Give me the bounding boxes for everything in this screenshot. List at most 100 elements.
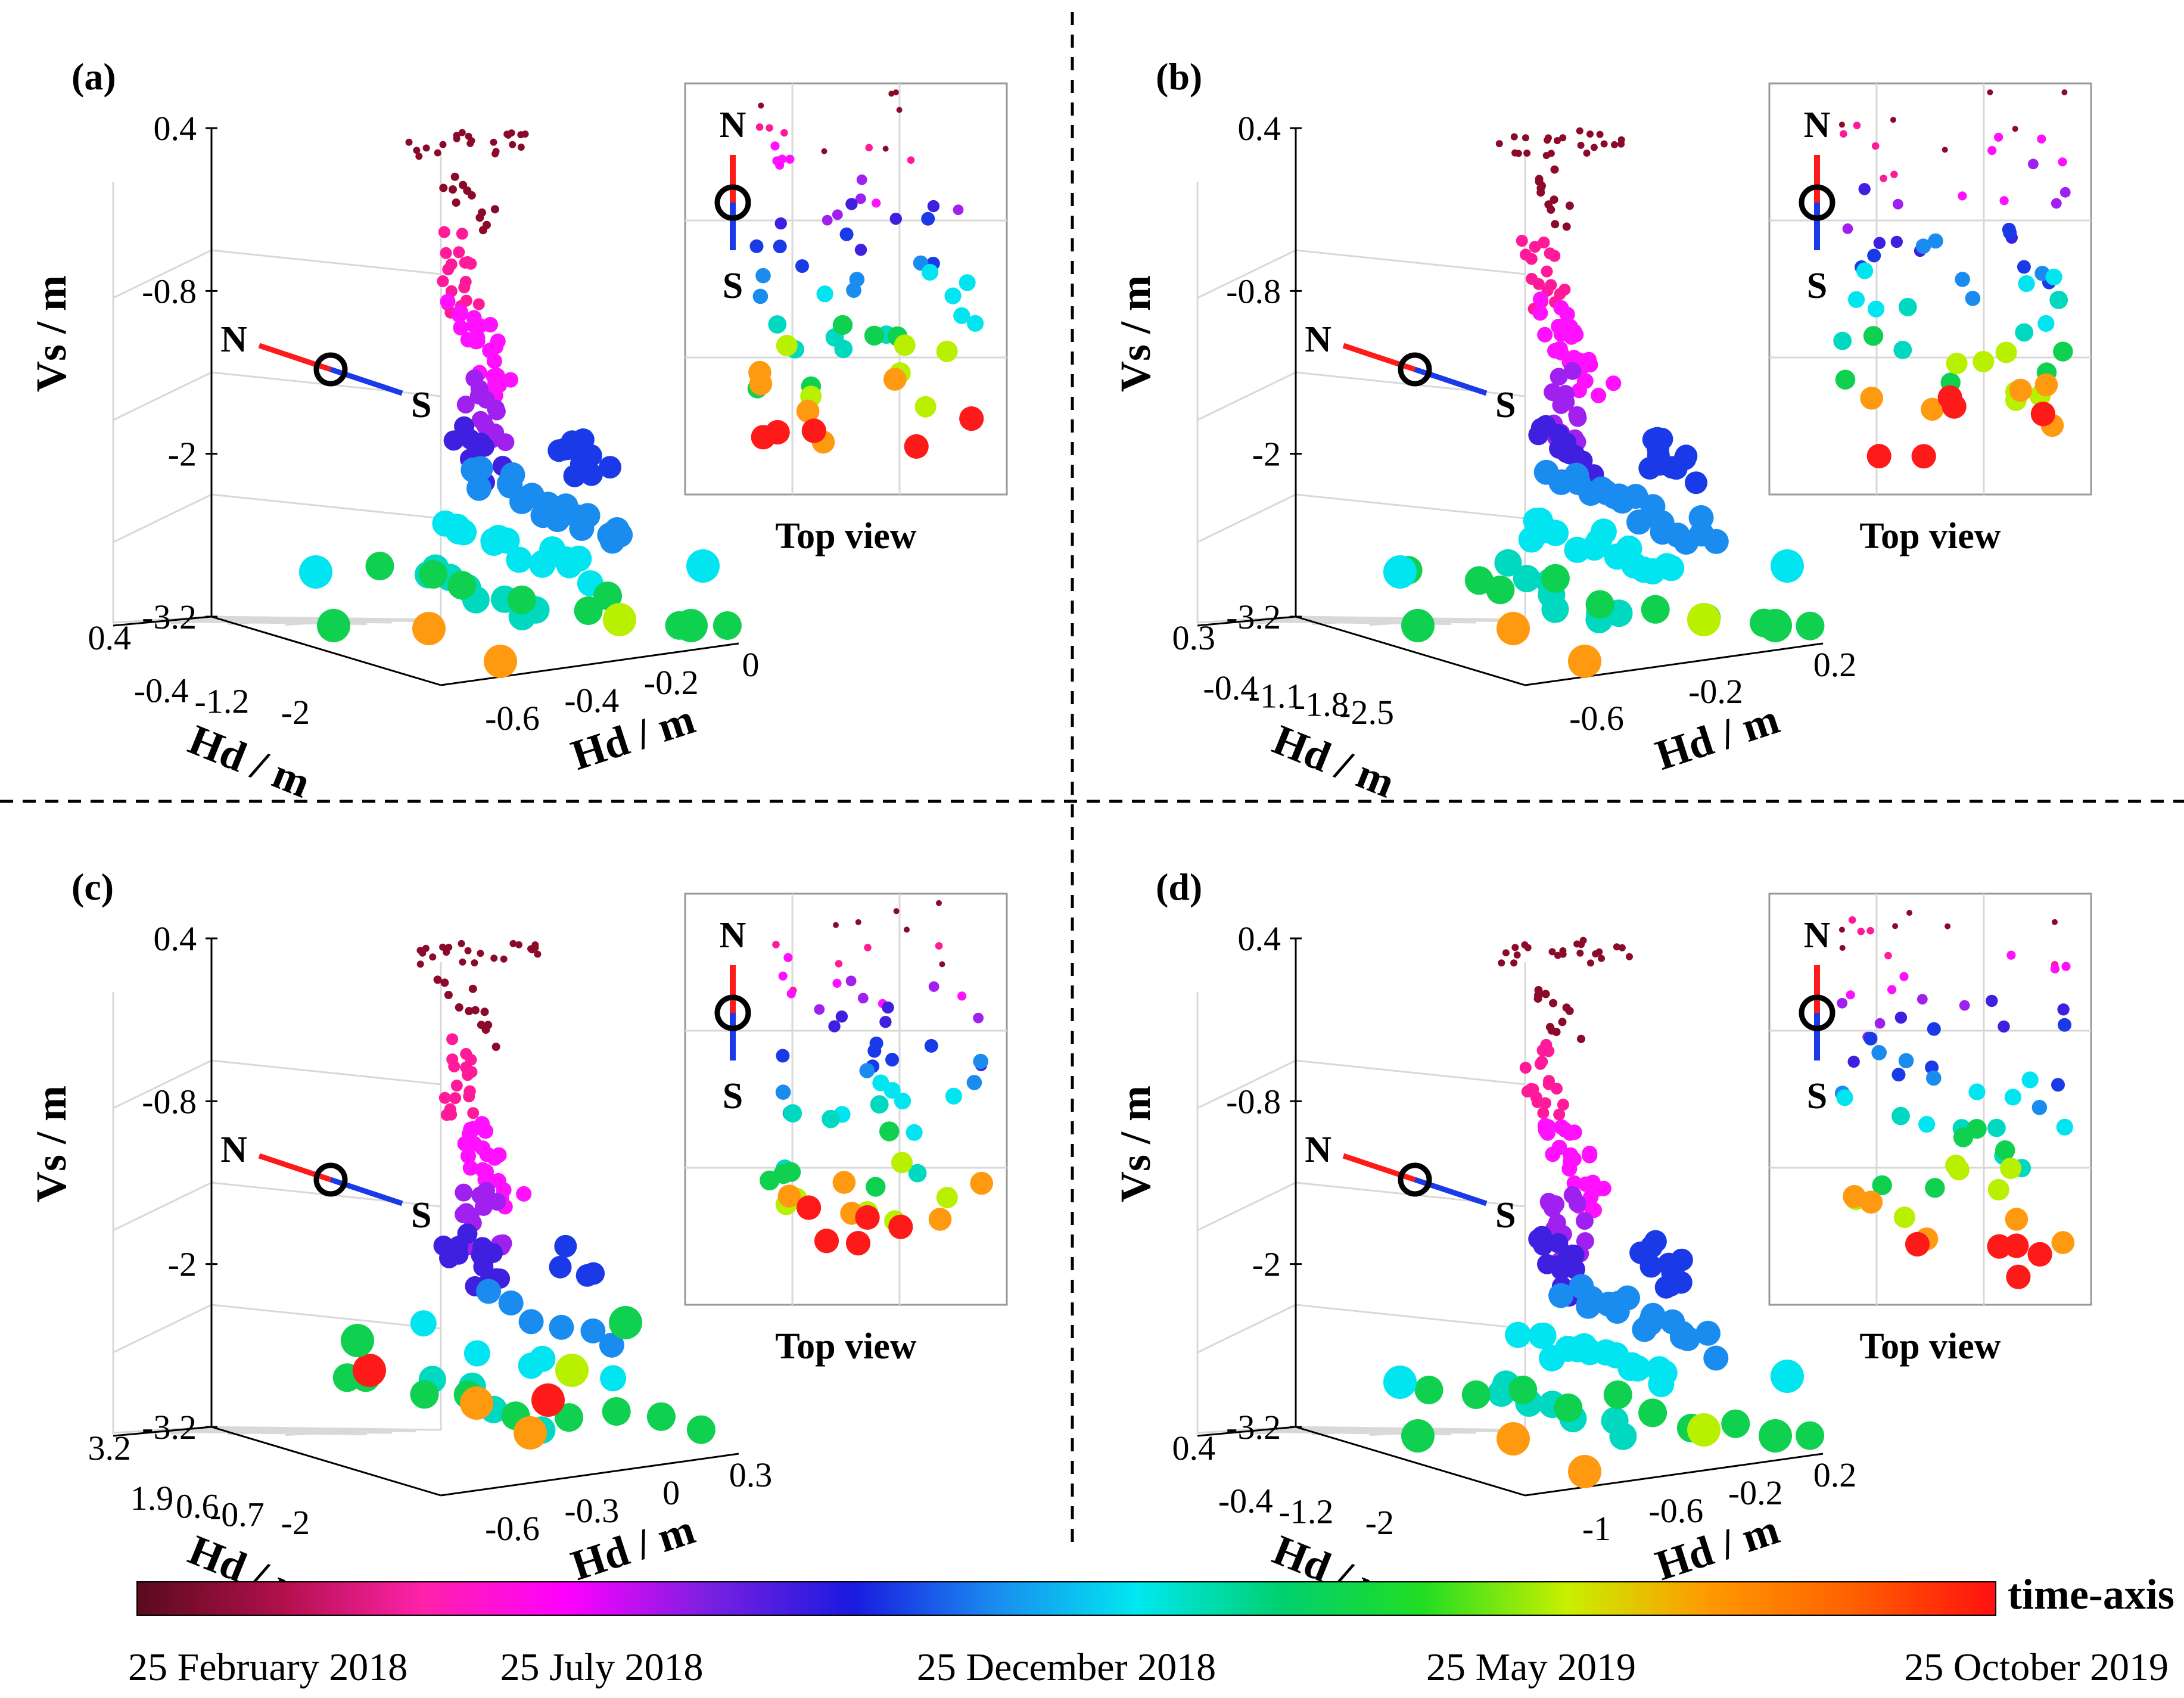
data-point-large xyxy=(1497,612,1530,645)
panel-label: (a) xyxy=(71,55,116,98)
grid-line xyxy=(211,493,441,520)
top-view-point xyxy=(1890,117,1896,123)
top-view-point xyxy=(774,217,787,230)
data-point xyxy=(1549,999,1558,1007)
data-point xyxy=(1606,1290,1631,1316)
top-view-point xyxy=(935,942,943,950)
data-point xyxy=(468,456,493,481)
top-compass-s: S xyxy=(723,266,743,306)
top-view-point xyxy=(1999,196,2009,206)
data-point xyxy=(1582,357,1598,373)
top-view-point xyxy=(856,174,867,185)
compass-s-label: S xyxy=(1495,385,1516,425)
data-point xyxy=(442,263,455,276)
x-tick-label: -0.4 xyxy=(1218,1481,1273,1520)
data-point xyxy=(1557,393,1575,411)
top-view-point xyxy=(906,1124,923,1141)
data-point xyxy=(1576,949,1584,957)
data-point xyxy=(1617,136,1625,144)
back-wall-right xyxy=(210,128,442,621)
top-view-point xyxy=(907,156,915,164)
data-point-large xyxy=(555,1354,589,1387)
panel-label: (b) xyxy=(1156,55,1202,98)
top-view-point xyxy=(966,1075,982,1090)
panel-label: (c) xyxy=(71,866,114,908)
data-point-large xyxy=(317,609,350,642)
data-point xyxy=(485,525,512,551)
top-view-point xyxy=(894,1092,911,1110)
data-point xyxy=(1577,1034,1585,1043)
colorbar-tick-label: 25 October 2019 xyxy=(1904,1646,2169,1689)
top-view-point xyxy=(2027,1242,2052,1267)
data-point xyxy=(549,1255,572,1279)
top-view-point xyxy=(2002,222,2016,237)
compass-ring xyxy=(313,352,348,387)
top-compass-ring xyxy=(714,994,751,1031)
data-point xyxy=(461,1148,476,1164)
top-view-point xyxy=(882,145,889,152)
data-point xyxy=(476,1279,502,1304)
data-point xyxy=(599,456,621,479)
top-view-point xyxy=(2061,962,2071,971)
x-tick-label: -2 xyxy=(1365,1503,1394,1542)
top-view-point xyxy=(1893,198,1903,210)
top-view-point xyxy=(944,287,962,304)
data-point xyxy=(1538,1122,1554,1138)
data-point xyxy=(1576,1212,1594,1230)
data-point xyxy=(463,186,472,195)
top-view-point xyxy=(1987,1234,2012,1259)
data-point xyxy=(419,560,448,589)
data-point xyxy=(1590,144,1598,151)
x-axis-left xyxy=(113,615,212,627)
data-point xyxy=(1585,528,1612,555)
data-point xyxy=(1562,222,1571,231)
top-view-point xyxy=(1842,223,1853,234)
grid-line xyxy=(113,1304,212,1354)
top-view-point xyxy=(2009,378,2032,402)
top-compass-n: N xyxy=(1804,105,1831,145)
top-view-point xyxy=(1860,387,1883,410)
data-point-large xyxy=(484,645,517,678)
grid-line xyxy=(211,1304,441,1330)
top-view-point xyxy=(772,941,780,948)
data-point xyxy=(444,991,453,999)
data-point xyxy=(496,433,515,452)
grid-line xyxy=(211,1059,441,1086)
z-tick-label: -2 xyxy=(1252,1245,1281,1284)
top-view-point xyxy=(1890,235,1903,248)
data-point xyxy=(1550,195,1558,204)
data-point xyxy=(469,333,486,349)
top-view-point xyxy=(928,1208,952,1231)
top-view-point xyxy=(1968,1083,1986,1100)
top-view-point xyxy=(1905,1231,1930,1257)
data-point xyxy=(1558,1018,1567,1027)
data-point xyxy=(439,943,447,951)
top-view-point xyxy=(1838,122,1845,128)
data-point-large xyxy=(609,1306,642,1339)
top-view-point xyxy=(953,307,970,324)
data-point xyxy=(1539,1345,1566,1372)
compass-n-label: N xyxy=(1305,1130,1331,1170)
data-point xyxy=(1494,549,1522,577)
top-view-point xyxy=(1867,248,1881,263)
top-view-point xyxy=(822,1109,840,1128)
data-point xyxy=(1611,141,1618,148)
top-compass-n: N xyxy=(720,105,746,145)
top-view-point xyxy=(1880,175,1887,182)
y-tick-label: -1 xyxy=(1582,1509,1611,1548)
top-view-point xyxy=(2051,1078,2065,1092)
top-view-point xyxy=(2028,158,2039,170)
top-view-point xyxy=(921,263,939,281)
data-point xyxy=(466,475,491,501)
data-point xyxy=(1651,1360,1678,1386)
colorbar-bar xyxy=(136,1581,1996,1616)
top-view-point xyxy=(1947,1159,1970,1181)
data-point xyxy=(1586,959,1594,967)
top-view-point xyxy=(924,1038,938,1053)
data-point xyxy=(1596,130,1604,138)
data-point xyxy=(1548,1283,1574,1308)
top-view-point xyxy=(766,124,773,132)
data-point xyxy=(599,528,625,554)
top-view-point xyxy=(1868,300,1885,318)
compass-s-label: S xyxy=(411,1195,431,1236)
